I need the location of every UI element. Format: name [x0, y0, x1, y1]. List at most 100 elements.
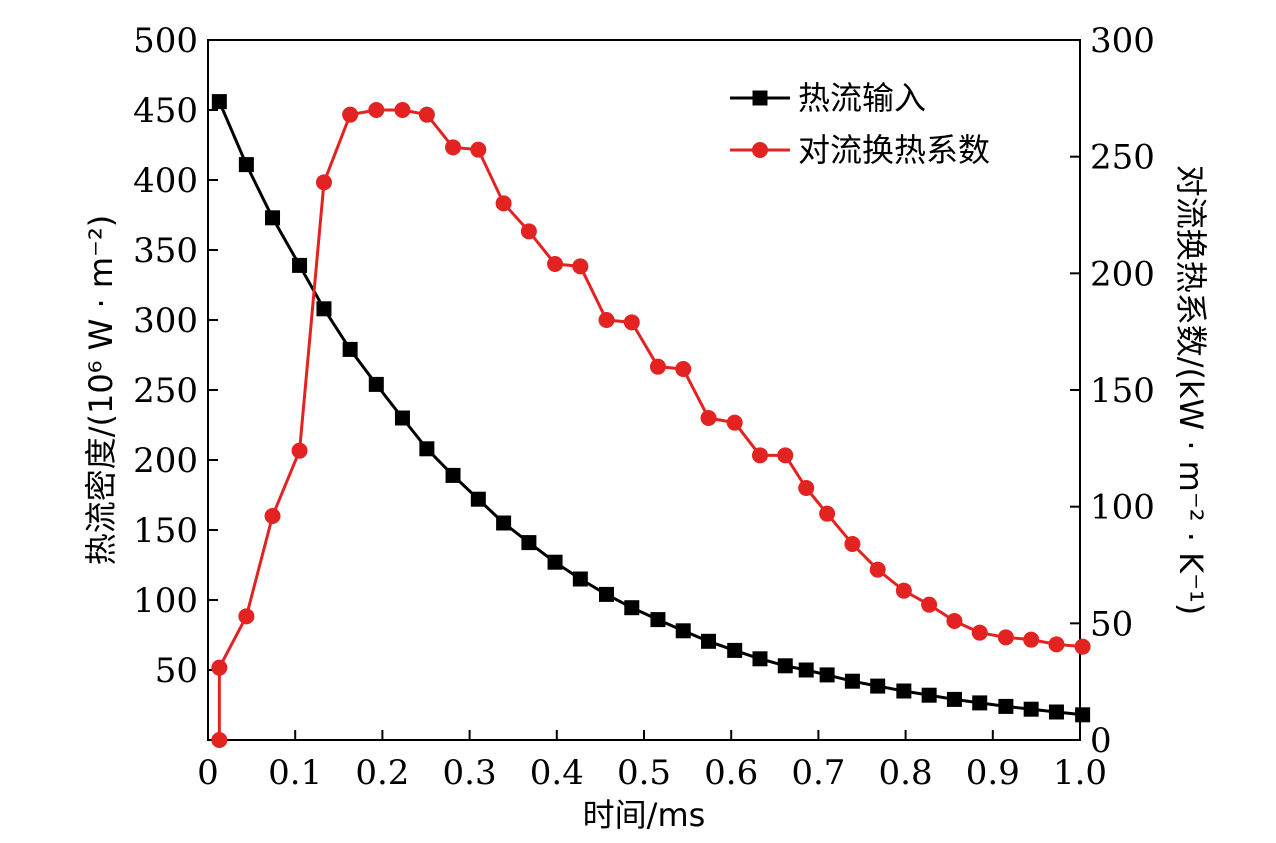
x-tick-label: 0.6: [704, 753, 758, 793]
series-2-point: [844, 536, 861, 552]
left-y-tick-label: 350: [133, 231, 198, 271]
series-2-point: [291, 442, 308, 459]
series-2-point: [495, 195, 512, 212]
series-1-point: [316, 301, 332, 317]
series-1-point: [211, 94, 227, 110]
series-2-point: [819, 505, 836, 522]
series-1-point: [265, 210, 281, 226]
series-2-point: [623, 314, 640, 331]
x-tick-label: 1.0: [1053, 753, 1107, 793]
left-y-tick-label: 50: [155, 651, 198, 691]
series-2-point: [946, 613, 963, 629]
series-2-point: [572, 258, 589, 275]
series-2-point: [598, 312, 615, 328]
right-y-tick-label: 150: [1090, 371, 1155, 411]
left-y-axis-title: 热流密度/(10⁶ W · m⁻²): [82, 215, 120, 566]
x-tick-label: 0: [197, 753, 219, 793]
series-1-point: [998, 698, 1014, 714]
series-2-point: [368, 102, 385, 118]
legend-label-1: 热流输入: [798, 79, 926, 117]
series-2-point: [971, 624, 988, 641]
series-2-point: [649, 358, 666, 375]
left-y-tick-label: 400: [133, 161, 198, 201]
series-2-point: [777, 447, 794, 464]
x-tick-label: 0.2: [355, 753, 409, 793]
series-1-point: [650, 612, 666, 628]
right-y-tick-label: 0: [1090, 721, 1112, 761]
series-1-point: [394, 410, 410, 426]
ticks: 0 0.1 0.2 0.3 0.4 0.5 0.6 0.7 0.8 0.9 1.0 50 100 150 2…: [133, 21, 1155, 793]
series-2-point: [675, 361, 692, 377]
series-2-point: [445, 139, 462, 156]
left-y-tick-label: 200: [133, 441, 198, 481]
series-1-point: [238, 157, 254, 173]
series-2-point: [520, 223, 537, 240]
series-2-point: [869, 561, 886, 578]
series-1-point: [896, 683, 912, 699]
series-layer: [211, 94, 1091, 748]
x-tick-label: 0.1: [268, 753, 322, 793]
x-axis-title: 时间/ms: [583, 796, 706, 834]
series-2-point: [211, 659, 228, 676]
series-1-point: [798, 662, 814, 678]
series-1-point: [1048, 704, 1064, 720]
x-tick-label: 0.3: [443, 753, 497, 793]
legend-label-2: 对流换热系数: [798, 131, 990, 169]
series-2-point: [238, 608, 255, 625]
series-1-point: [819, 667, 835, 683]
series-2-point: [342, 106, 359, 123]
series-1-point: [419, 441, 435, 457]
series-1-point: [1075, 707, 1091, 723]
series-1-point: [599, 586, 615, 602]
right-y-tick-label: 100: [1090, 488, 1155, 528]
right-y-tick-label: 300: [1090, 21, 1155, 61]
series-1-point: [342, 341, 358, 357]
series-2-point: [700, 410, 717, 426]
series-2-point: [997, 629, 1014, 646]
series-line-2: [217, 108, 1083, 740]
series-1-point: [368, 376, 384, 392]
series-1-point: [844, 673, 860, 689]
x-tick-label: 0.4: [530, 753, 584, 793]
series-2-point: [1048, 636, 1065, 653]
series-1-point: [547, 554, 563, 570]
series-1-point: [521, 535, 537, 551]
legend-marker-2: [752, 142, 768, 158]
series-1-point: [470, 491, 486, 507]
series-2-point: [264, 508, 281, 524]
series-2-point: [470, 141, 487, 158]
series-1-point: [675, 623, 691, 639]
series-2-point: [1023, 631, 1040, 648]
right-y-axis-title: 对流换热系数/(kW · m⁻² · K⁻¹): [1172, 165, 1210, 616]
series-1-point: [292, 257, 308, 273]
right-y-tick-label: 250: [1090, 138, 1155, 178]
series-1-point: [921, 687, 937, 703]
series-2-point: [921, 596, 938, 613]
series-1-point: [972, 695, 988, 711]
legend-marker-1: [752, 90, 768, 106]
series-2-point: [211, 732, 228, 748]
right-y-tick-label: 50: [1090, 604, 1133, 644]
series-1-point: [777, 658, 793, 674]
series-2-point: [418, 106, 435, 123]
series-2-point: [547, 256, 564, 272]
series-2-point: [315, 174, 332, 191]
series-2-point: [1074, 638, 1091, 655]
series-2-point: [751, 447, 768, 464]
series-2-point: [394, 102, 411, 118]
x-tick-label: 0.7: [791, 753, 845, 793]
series-1-point: [1023, 701, 1039, 717]
series-1-point: [624, 600, 640, 616]
series-1-point: [870, 678, 886, 694]
series-2-point: [798, 480, 815, 496]
left-y-tick-label: 450: [133, 91, 198, 131]
series-1-point: [727, 642, 743, 658]
series-2-point: [726, 414, 743, 431]
right-y-tick-label: 200: [1090, 254, 1155, 294]
left-y-tick-label: 150: [133, 511, 198, 551]
x-tick-label: 0.9: [966, 753, 1020, 793]
series-2-point: [895, 582, 912, 599]
